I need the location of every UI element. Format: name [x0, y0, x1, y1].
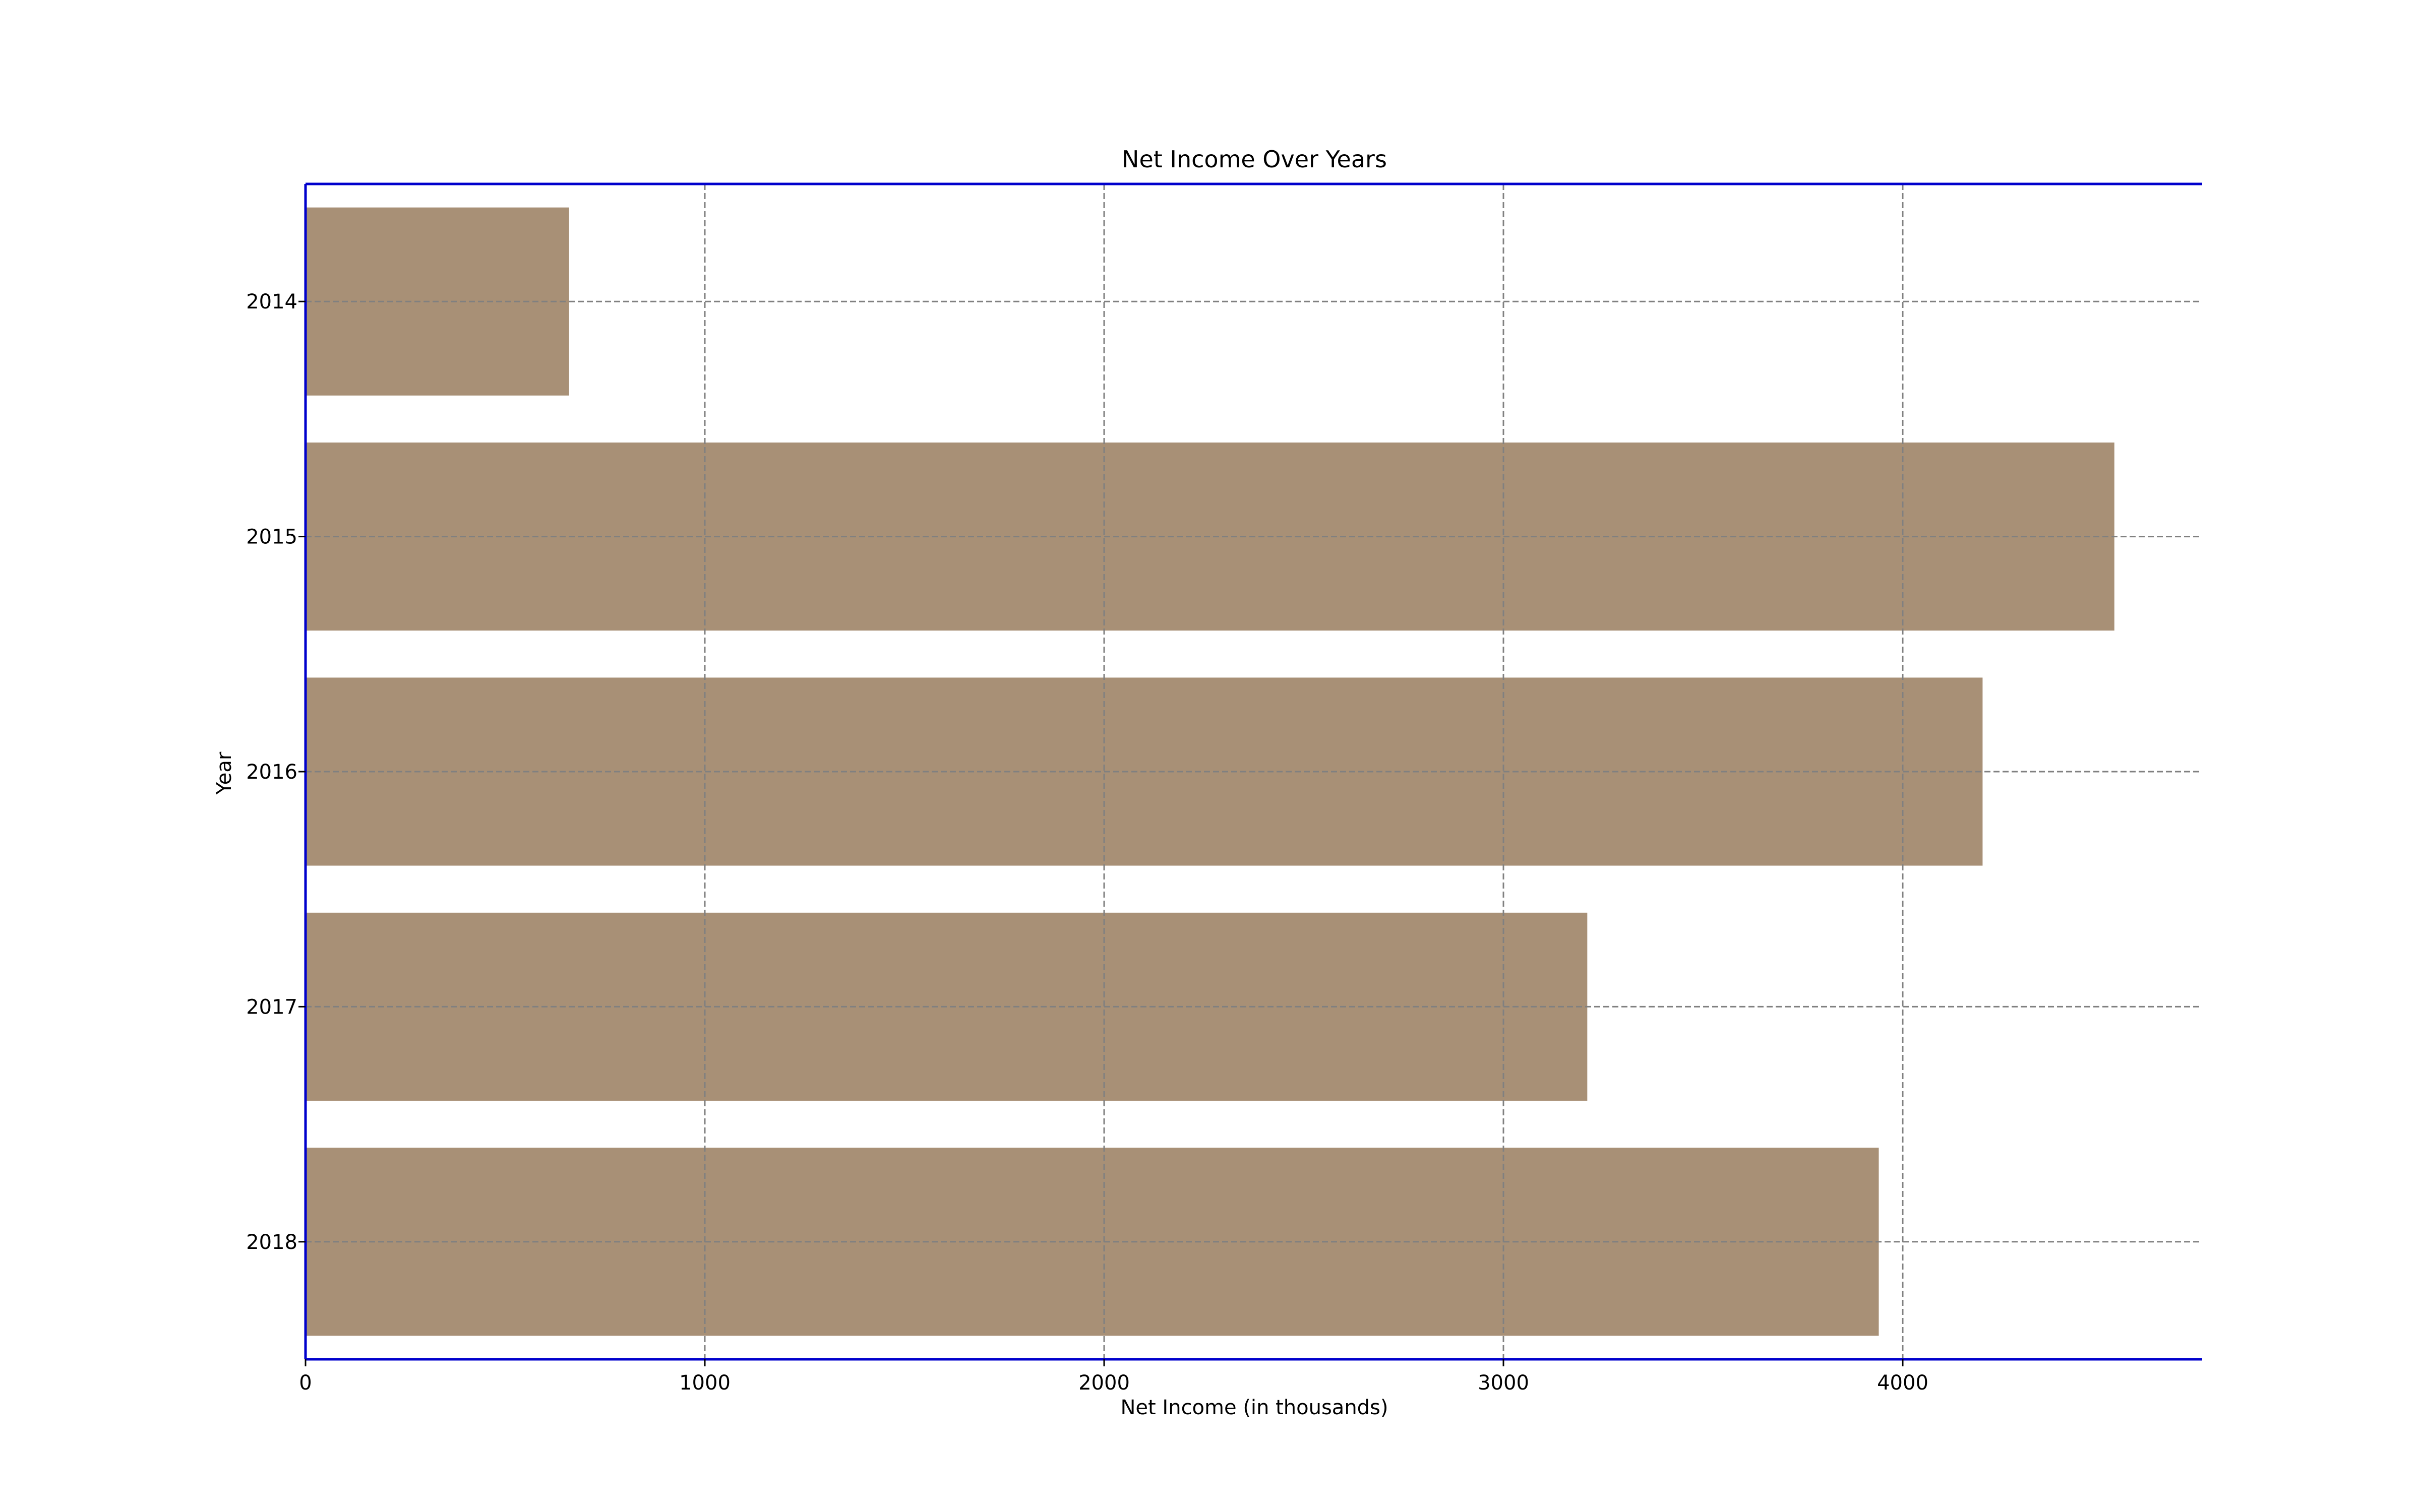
y-tick-label: 2014 [246, 290, 297, 313]
y-tick-label: 2015 [246, 526, 297, 549]
y-tick-label: 2018 [246, 1231, 297, 1254]
chart-title: Net Income Over Years [1122, 146, 1387, 173]
x-axis-label: Net Income (in thousands) [1120, 1396, 1388, 1419]
grid-layer [306, 184, 2202, 1359]
x-tick-label: 3000 [1478, 1371, 1529, 1395]
y-axis-label: Year [213, 751, 236, 795]
x-tick-label: 1000 [679, 1371, 731, 1395]
y-tick-label: 2016 [246, 761, 297, 784]
x-tick-label: 2000 [1078, 1371, 1130, 1395]
y-tick-label: 2017 [246, 995, 297, 1019]
x-tick-label: 4000 [1877, 1371, 1928, 1395]
x-tick-label: 0 [299, 1371, 312, 1395]
ticks-layer: 0 1000 2000 3000 4000 2014 2015 2016 2017 2018 [246, 290, 1928, 1395]
